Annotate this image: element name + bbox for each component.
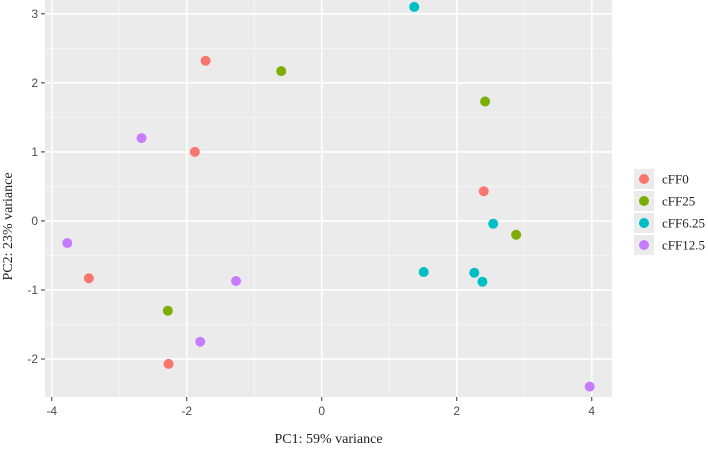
x-tick-label: -2 <box>181 404 192 418</box>
y-tick-label: -1 <box>27 283 38 297</box>
legend-label: cFF25 <box>662 194 695 209</box>
data-point-cff0 <box>200 55 211 66</box>
legend: cFF0 cFF25 cFF6.25 cFF12.5 <box>634 169 705 255</box>
data-point-cff6-25 <box>469 267 480 278</box>
data-point-cff0 <box>163 358 174 369</box>
axis-ticks <box>41 13 593 401</box>
data-point-cff6-25 <box>488 218 499 229</box>
y-tick-label: 2 <box>31 76 38 90</box>
x-tick-labels: -4 -2 0 2 4 <box>46 404 595 418</box>
minor-gridlines <box>45 0 612 397</box>
data-point-cff6-25 <box>409 1 420 12</box>
y-tick-label: 1 <box>31 145 38 159</box>
legend-key-cff0 <box>639 174 649 184</box>
plot-panel <box>45 0 612 397</box>
data-point-cff25 <box>276 66 287 77</box>
y-tick-labels: -2 -1 0 1 2 3 <box>27 7 38 366</box>
legend-key-cff6-25 <box>639 218 649 228</box>
data-point-cff12-5 <box>231 276 242 287</box>
data-point-cff25 <box>162 305 173 316</box>
legend-label: cFF12.5 <box>662 238 705 253</box>
data-point-cff0 <box>83 273 94 284</box>
data-point-cff0 <box>478 186 489 197</box>
data-point-cff25 <box>480 96 491 107</box>
data-point-cff0 <box>189 146 200 157</box>
y-tick-label: 3 <box>31 7 38 21</box>
legend-key-cff12-5 <box>639 240 649 250</box>
x-tick-label: -4 <box>46 404 57 418</box>
legend-label: cFF6.25 <box>662 216 705 231</box>
major-gridlines <box>45 0 612 397</box>
x-tick-label: 4 <box>588 404 595 418</box>
x-tick-label: 0 <box>318 404 325 418</box>
data-point-cff12-5 <box>136 133 147 144</box>
data-point-cff12-5 <box>195 336 206 347</box>
y-axis-title: PC2: 23% variance <box>1 172 16 280</box>
data-point-cff12-5 <box>62 238 73 249</box>
legend-label: cFF0 <box>662 172 689 187</box>
data-points <box>62 1 595 392</box>
data-point-cff12-5 <box>584 381 595 392</box>
data-point-cff6-25 <box>418 267 429 278</box>
x-tick-label: 2 <box>453 404 460 418</box>
data-point-cff25 <box>511 229 522 240</box>
legend-key-cff25 <box>639 196 649 206</box>
x-axis-title: PC1: 59% variance <box>274 432 382 447</box>
y-tick-label: -2 <box>27 352 38 366</box>
data-point-cff6-25 <box>477 276 488 287</box>
y-tick-label: 0 <box>31 214 38 228</box>
